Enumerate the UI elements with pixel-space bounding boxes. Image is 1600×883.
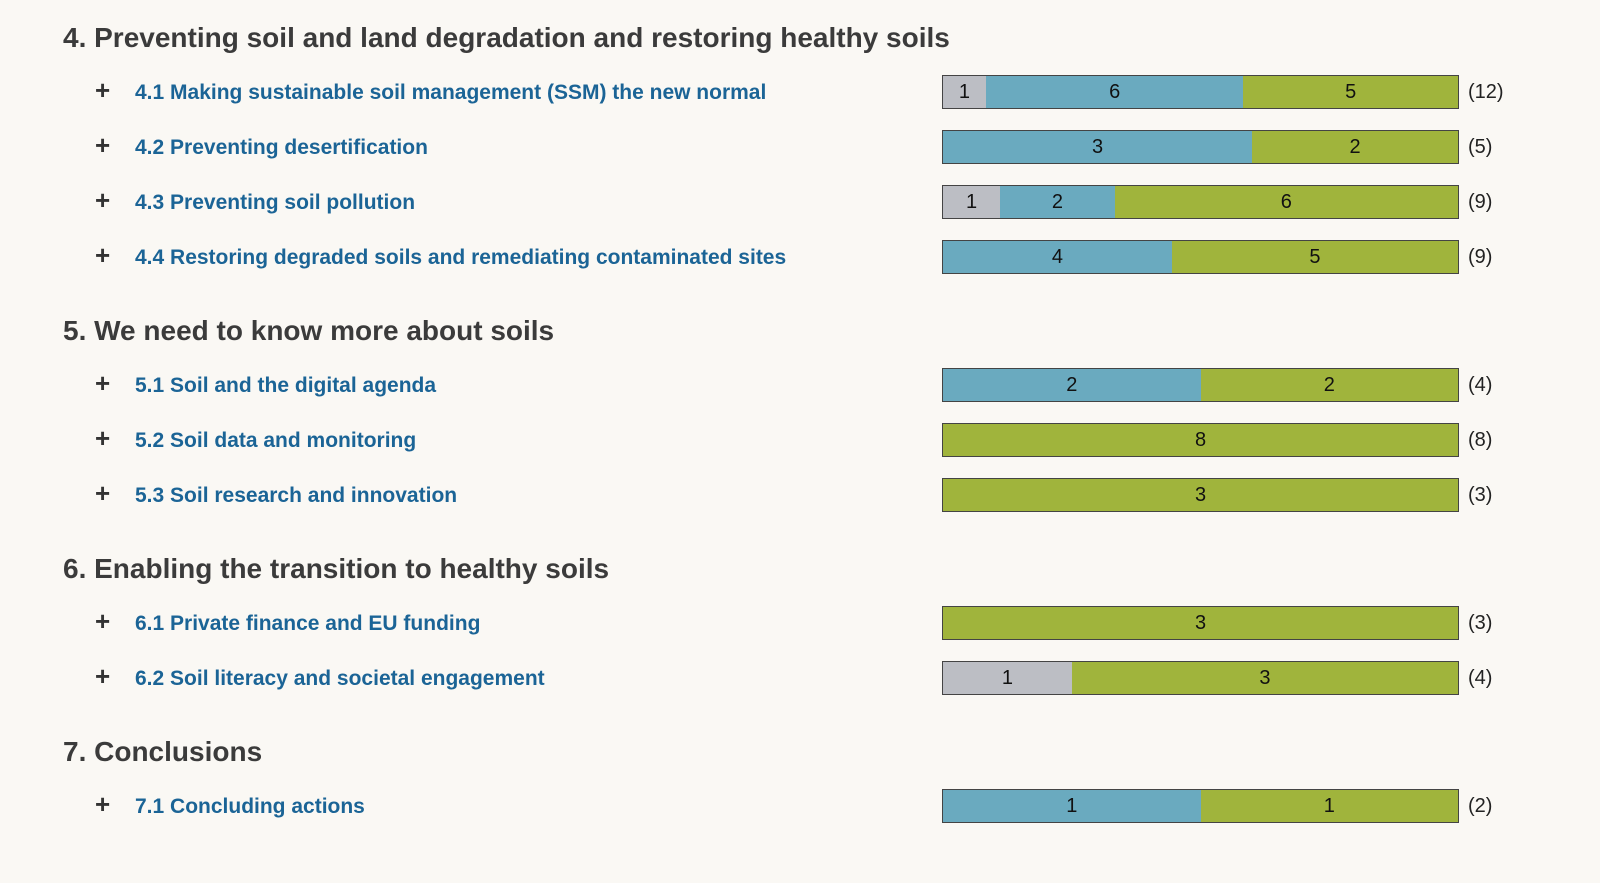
bar-segment-blue: 4	[943, 241, 1172, 273]
bar-segment-green: 8	[943, 424, 1458, 456]
chart-container: 4. Preventing soil and land degradation …	[0, 18, 1600, 860]
plus-icon[interactable]: +	[95, 368, 111, 398]
segment-value-label: 1	[1066, 794, 1078, 817]
row-total: (9)	[1468, 191, 1493, 213]
plus-icon[interactable]: +	[95, 478, 111, 508]
section: 5. We need to know more about soils +5.1 …	[0, 311, 1600, 523]
segment-value-label: 5	[1309, 245, 1321, 268]
row-total: (3)	[1468, 612, 1493, 634]
bar-segment-green: 3	[943, 479, 1458, 511]
stacked-bar: 1 2 6	[942, 185, 1459, 219]
bar-segment-blue: 3	[943, 131, 1252, 163]
row-total: (9)	[1468, 246, 1493, 268]
item-link[interactable]: 6.1 Private finance and EU funding	[135, 612, 481, 635]
segment-value-label: 3	[1259, 666, 1271, 689]
plus-icon[interactable]: +	[95, 130, 111, 160]
segment-value-label: 3	[1194, 611, 1207, 634]
stacked-bar: 1 6 5	[942, 75, 1459, 109]
bar-row: +6.1 Private finance and EU funding 3 (3)	[0, 596, 1600, 651]
bar-segment-green: 1	[1200, 790, 1458, 822]
segment-value-label: 1	[1323, 794, 1335, 817]
bar-segment-green: 5	[1243, 76, 1458, 108]
plus-icon[interactable]: +	[95, 75, 111, 105]
item-link[interactable]: 5.3 Soil research and innovation	[135, 484, 458, 507]
item-link[interactable]: 4.3 Preventing soil pollution	[135, 191, 416, 214]
segment-value-label: 5	[1345, 80, 1357, 103]
row-total: (12)	[1468, 81, 1504, 103]
section: 4. Preventing soil and land degradation …	[0, 18, 1600, 285]
bar-segment-green: 3	[1071, 662, 1458, 694]
segment-value-label: 3	[1091, 135, 1104, 158]
stacked-bar: 3	[942, 606, 1459, 640]
plus-icon[interactable]: +	[95, 661, 111, 691]
segment-value-label: 1	[958, 80, 971, 103]
section-heading: 5. We need to know more about soils	[63, 315, 555, 346]
row-total: (8)	[1468, 429, 1493, 451]
bar-segment-blue: 2	[943, 369, 1201, 401]
segment-value-label: 6	[1109, 80, 1121, 103]
section-heading: 7. Conclusions	[63, 736, 263, 767]
bar-segment-gray: 1	[943, 662, 1072, 694]
bar-segment-blue: 1	[943, 790, 1201, 822]
bar-segment-green: 6	[1114, 186, 1458, 218]
bar-row: +7.1 Concluding actions 1 1 (2)	[0, 779, 1600, 834]
bar-segment-green: 2	[1200, 369, 1458, 401]
bar-segment-gray: 1	[943, 76, 986, 108]
stacked-bar: 3	[942, 478, 1459, 512]
plus-icon[interactable]: +	[95, 789, 111, 819]
item-link[interactable]: 7.1 Concluding actions	[135, 795, 365, 818]
segment-value-label: 1	[1001, 666, 1013, 689]
plus-icon[interactable]: +	[95, 606, 111, 636]
section: 7. Conclusions +7.1 Concluding actions 1 1(…	[0, 732, 1600, 834]
bar-segment-blue: 6	[985, 76, 1244, 108]
section-heading: 4. Preventing soil and land degradation …	[63, 22, 950, 53]
item-link[interactable]: 6.2 Soil literacy and societal engagemen…	[135, 667, 545, 690]
row-total: (5)	[1468, 136, 1493, 158]
segment-value-label: 6	[1280, 190, 1292, 213]
item-link[interactable]: 4.1 Making sustainable soil management (…	[135, 81, 767, 104]
bar-row: +6.2 Soil literacy and societal engageme…	[0, 651, 1600, 706]
row-total: (3)	[1468, 484, 1493, 506]
bar-row: +5.1 Soil and the digital agenda 2 2 (4)	[0, 358, 1600, 413]
segment-value-label: 2	[1066, 373, 1078, 396]
bar-row: +4.2 Preventing desertification 3 2 (5)	[0, 120, 1600, 175]
segment-value-label: 2	[1349, 135, 1361, 158]
item-link[interactable]: 4.2 Preventing desertification	[135, 136, 428, 159]
bar-segment-blue: 2	[1000, 186, 1115, 218]
plus-icon[interactable]: +	[95, 240, 111, 270]
plus-icon[interactable]: +	[95, 423, 111, 453]
row-total: (4)	[1468, 667, 1493, 689]
segment-value-label: 4	[1051, 245, 1063, 268]
item-link[interactable]: 4.4 Restoring degraded soils and remedia…	[135, 246, 787, 269]
segment-value-label: 1	[966, 190, 978, 213]
bar-segment-green: 5	[1171, 241, 1458, 273]
segment-value-label: 8	[1194, 428, 1207, 451]
row-total: (4)	[1468, 374, 1493, 396]
segment-value-label: 3	[1194, 483, 1207, 506]
bar-segment-gray: 1	[943, 186, 1001, 218]
segment-value-label: 2	[1051, 190, 1063, 213]
stacked-bar: 8	[942, 423, 1459, 457]
bar-row: +5.2 Soil data and monitoring 8 (8)	[0, 413, 1600, 468]
segment-value-label: 2	[1323, 373, 1335, 396]
item-link[interactable]: 5.2 Soil data and monitoring	[135, 429, 417, 452]
row-total: (2)	[1468, 795, 1493, 817]
bar-row: +4.4 Restoring degraded soils and remedi…	[0, 230, 1600, 285]
bar-segment-green: 3	[943, 607, 1458, 639]
plus-icon[interactable]: +	[95, 185, 111, 215]
bar-row: +5.3 Soil research and innovation 3 (3)	[0, 468, 1600, 523]
section: 6. Enabling the transition to healthy so…	[0, 549, 1600, 706]
bar-row: +4.3 Preventing soil pollution 1 2 6 (9)	[0, 175, 1600, 230]
item-link[interactable]: 5.1 Soil and the digital agenda	[135, 374, 437, 397]
section-heading: 6. Enabling the transition to healthy so…	[63, 553, 610, 584]
bar-segment-green: 2	[1252, 131, 1458, 163]
bar-row: +4.1 Making sustainable soil management …	[0, 65, 1600, 120]
